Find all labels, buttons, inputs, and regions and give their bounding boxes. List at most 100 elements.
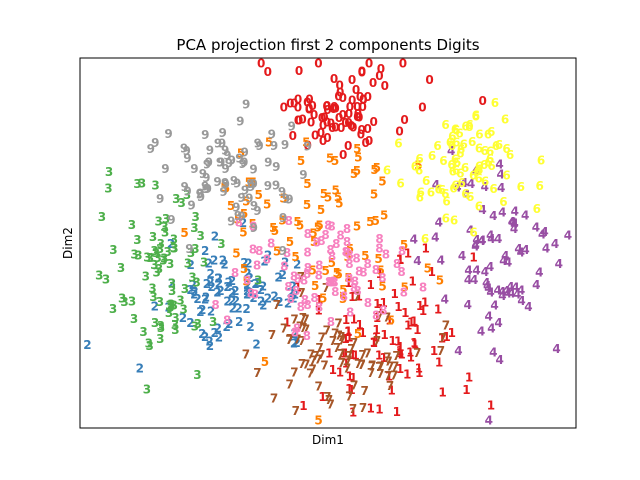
digit-point-7: 7 <box>347 342 355 356</box>
digit-point-1: 1 <box>448 326 456 340</box>
digit-point-0: 0 <box>331 101 339 115</box>
digit-point-7: 7 <box>376 367 384 381</box>
digit-point-5: 5 <box>339 283 347 297</box>
digit-point-2: 2 <box>264 248 272 262</box>
digit-point-6: 6 <box>486 145 494 159</box>
digit-point-6: 6 <box>481 174 489 188</box>
digit-point-0: 0 <box>286 96 294 110</box>
digit-point-1: 1 <box>344 324 352 338</box>
digit-point-2: 2 <box>205 257 213 271</box>
digit-point-7: 7 <box>375 360 383 374</box>
digit-point-6: 6 <box>486 152 494 166</box>
digit-point-0: 0 <box>354 107 362 121</box>
digit-point-0: 0 <box>329 102 337 116</box>
digit-point-3: 3 <box>145 336 153 350</box>
digit-point-5: 5 <box>373 161 381 175</box>
digit-point-6: 6 <box>506 148 514 162</box>
digit-point-0: 0 <box>362 136 370 150</box>
digit-point-4: 4 <box>521 243 529 257</box>
digit-point-2: 2 <box>289 291 297 305</box>
digit-point-7: 7 <box>299 321 307 335</box>
digit-point-3: 3 <box>171 311 179 325</box>
digit-point-2: 2 <box>207 305 215 319</box>
digit-point-1: 1 <box>391 287 399 301</box>
digit-point-1: 1 <box>359 326 367 340</box>
digit-point-1: 1 <box>404 319 412 333</box>
digit-point-8: 8 <box>315 258 323 272</box>
digit-point-6: 6 <box>394 137 402 151</box>
digit-point-5: 5 <box>263 197 271 211</box>
digit-point-6: 6 <box>536 179 544 193</box>
digit-point-1: 1 <box>349 371 357 385</box>
digit-point-0: 0 <box>345 107 353 121</box>
digit-point-0: 0 <box>323 99 331 113</box>
digit-point-4: 4 <box>517 246 525 260</box>
digit-point-8: 8 <box>364 296 372 310</box>
digit-point-6: 6 <box>441 187 449 201</box>
digit-point-2: 2 <box>249 291 257 305</box>
digit-point-2: 2 <box>275 295 283 309</box>
digit-point-0: 0 <box>339 91 347 105</box>
digit-point-8: 8 <box>315 268 323 282</box>
digit-point-4: 4 <box>410 233 418 247</box>
digit-point-8: 8 <box>397 265 405 279</box>
digit-point-3: 3 <box>165 306 173 320</box>
digit-point-1: 1 <box>465 371 473 385</box>
digit-point-2: 2 <box>187 258 195 272</box>
digit-point-2: 2 <box>215 277 223 291</box>
digit-point-7: 7 <box>297 270 305 284</box>
digit-point-2: 2 <box>293 336 301 350</box>
digit-point-8: 8 <box>393 257 401 271</box>
digit-point-6: 6 <box>416 191 424 205</box>
digit-point-9: 9 <box>233 177 241 191</box>
digit-point-4: 4 <box>499 254 507 268</box>
digit-point-7: 7 <box>349 402 357 416</box>
digit-point-9: 9 <box>185 242 193 256</box>
digit-point-8: 8 <box>343 222 351 236</box>
digit-point-3: 3 <box>128 218 136 232</box>
digit-point-6: 6 <box>480 144 488 158</box>
digit-point-8: 8 <box>372 308 380 322</box>
digit-point-3: 3 <box>164 245 172 259</box>
digit-point-6: 6 <box>468 135 476 149</box>
digit-point-3: 3 <box>138 177 146 191</box>
digit-point-1: 1 <box>342 357 350 371</box>
digit-point-0: 0 <box>358 123 366 137</box>
digit-point-9: 9 <box>303 140 311 154</box>
digit-point-3: 3 <box>200 256 208 270</box>
digit-point-5: 5 <box>401 281 409 295</box>
digit-point-1: 1 <box>380 296 388 310</box>
digit-point-5: 5 <box>255 188 263 202</box>
digit-point-1: 1 <box>422 241 430 255</box>
digit-point-5: 5 <box>220 181 228 195</box>
digit-point-8: 8 <box>251 288 259 302</box>
digit-point-2: 2 <box>228 274 236 288</box>
digit-point-0: 0 <box>358 64 366 78</box>
digit-point-7: 7 <box>390 369 398 383</box>
digit-point-7: 7 <box>358 348 366 362</box>
digit-point-7: 7 <box>273 298 281 312</box>
digit-point-6: 6 <box>449 165 457 179</box>
digit-point-1: 1 <box>403 368 411 382</box>
digit-point-3: 3 <box>156 332 164 346</box>
digit-point-4: 4 <box>498 285 506 299</box>
digit-point-9: 9 <box>217 156 225 170</box>
digit-point-8: 8 <box>331 285 339 299</box>
digit-point-7: 7 <box>299 311 307 325</box>
digit-point-3: 3 <box>150 244 158 258</box>
digit-point-1: 1 <box>407 315 415 329</box>
digit-point-3: 3 <box>155 262 163 276</box>
digit-point-5: 5 <box>315 219 323 233</box>
digit-point-0: 0 <box>334 90 342 104</box>
digit-point-0: 0 <box>305 101 313 115</box>
digit-point-3: 3 <box>98 210 106 224</box>
digit-point-1: 1 <box>416 299 424 313</box>
digit-point-3: 3 <box>184 257 192 271</box>
digit-point-1: 1 <box>329 363 337 377</box>
digit-point-8: 8 <box>350 281 358 295</box>
digit-point-0: 0 <box>346 100 354 114</box>
digit-point-2: 2 <box>279 268 287 282</box>
digit-point-5: 5 <box>331 154 339 168</box>
digit-point-7: 7 <box>331 326 339 340</box>
